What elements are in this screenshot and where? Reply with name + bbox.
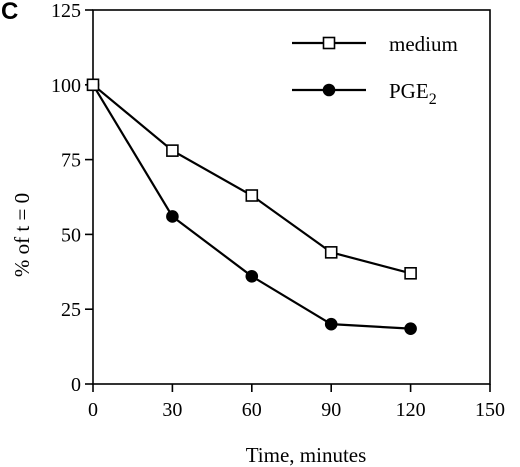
legend: medium PGE2 (292, 32, 458, 108)
series-line-1 (92, 84, 411, 330)
legend-label-text: PGE (389, 79, 429, 103)
data-point (166, 210, 179, 223)
y-tick-label: 125 (51, 0, 81, 22)
axes: 0 30 60 90 120 150 0 25 50 75 100 125 (51, 0, 505, 421)
legend-marker (322, 36, 336, 50)
data-point (404, 266, 417, 280)
y-tick-label: 50 (61, 224, 81, 246)
x-axis-title: Time, minutes (246, 443, 367, 467)
x-tick-label: 150 (475, 399, 505, 421)
legend-label: medium (389, 32, 458, 56)
y-tick-label: 25 (61, 299, 81, 321)
series-layer (86, 78, 417, 335)
data-point (245, 269, 259, 283)
data-point (86, 78, 100, 92)
series-line-0 (92, 83, 411, 275)
legend-label: PGE2 (389, 79, 437, 108)
x-tick-label: 60 (242, 399, 262, 421)
data-point (404, 322, 417, 335)
legend-marker (322, 83, 336, 97)
x-tick-label: 0 (88, 399, 98, 421)
y-axis-title: % of t = 0 (10, 193, 34, 277)
legend-label-text: medium (389, 32, 458, 56)
x-tick-label: 30 (162, 399, 182, 421)
panel-label: C (1, 0, 18, 25)
y-tick-label: 100 (51, 75, 81, 97)
data-point (166, 144, 179, 157)
plot-frame (92, 9, 491, 385)
y-tick-label: 75 (61, 150, 81, 172)
data-point (324, 246, 338, 259)
legend-label-subscript: 2 (429, 91, 437, 108)
data-point (245, 189, 259, 202)
y-tick-label: 0 (71, 374, 81, 396)
x-tick-label: 90 (321, 399, 341, 421)
x-tick-label: 120 (396, 399, 426, 421)
data-point (324, 317, 338, 331)
